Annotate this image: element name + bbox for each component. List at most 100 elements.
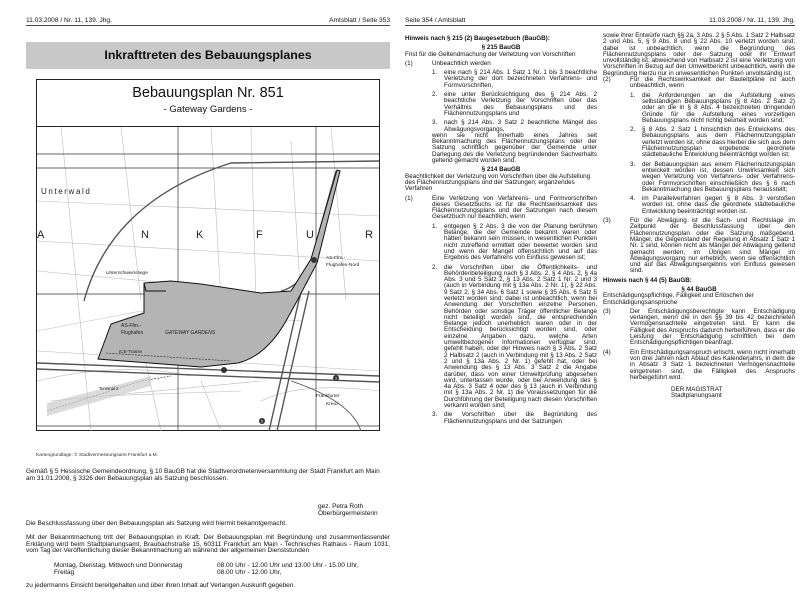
item-number: 2. bbox=[630, 126, 636, 134]
legal-paragraph: (4) Ein Entschädigungsanspruch erlischt, … bbox=[603, 348, 795, 381]
item-number: 3. bbox=[630, 160, 636, 168]
paragraph-text: Für die Abwägung ist die Sach- und Recht… bbox=[630, 217, 795, 275]
legal-column-2: sowie ihrer Entwürfe nach §§ 2a, 3 Abs. … bbox=[603, 32, 795, 400]
paragraph-text: Ein Entschädigungsanspruch erlischt, wen… bbox=[630, 348, 795, 381]
list-item: 1. entgegen § 2 Abs. 3 die von der Planun… bbox=[432, 222, 597, 262]
hours-time: 08.00 Uhr - 12.00 Uhr und 13.00 Uhr - 15… bbox=[217, 562, 359, 569]
map-streets bbox=[37, 127, 379, 431]
signature-line: Stadtplanungsamt bbox=[671, 392, 722, 400]
list-item: 3. die Vorschriften über die Begründung d… bbox=[432, 412, 597, 425]
list-item: 1. eine nach § 214 Abs. 1 Satz 1 Nr. 1 bi… bbox=[432, 70, 597, 89]
section-heading: Hinweis nach § 215 (2) Baugesetzbuch (Ba… bbox=[405, 35, 550, 42]
continued-text: sowie ihrer Entwürfe nach §§ 2a, 3 Abs. … bbox=[603, 32, 795, 77]
autobahn-markers: 3 5 bbox=[221, 257, 339, 424]
label-letter: F bbox=[256, 229, 263, 241]
paragraph-number: (3) bbox=[603, 217, 611, 225]
item-text: die Vorschriften über die Öffentlichkeit… bbox=[444, 263, 597, 410]
paragraph-subtitle: Beachtlichkeit der Verletzung von Vorsch… bbox=[405, 172, 591, 193]
section-title: Inkrafttreten des Bebauungsplanes bbox=[26, 42, 390, 69]
item-text: entgegen § 2 Abs. 3 die von der Planung … bbox=[444, 222, 597, 262]
paragraph-body: Unbeachtlich werden 1. eine nach § 214 Abs… bbox=[432, 59, 597, 165]
plan-subtitle: - Gateway Gardens - bbox=[163, 104, 253, 115]
legal-column-1: Hinweis nach § 215 (2) Baugesetzbuch (Ba… bbox=[405, 33, 597, 428]
paragraph-number: (3) bbox=[603, 307, 611, 315]
item-text: im Parallelverfahren gegen § 8 Abs. 3 ve… bbox=[642, 195, 795, 215]
map-caption: Kartengrundlage: © Stadtvermessungsamt F… bbox=[36, 453, 158, 458]
paragraph-subtitle: Entschädigungspflichtige, Fälligkeit und… bbox=[603, 292, 754, 306]
label-as: Flughafen bbox=[121, 330, 143, 336]
hours-days: Freitag bbox=[54, 568, 75, 576]
paragraph-body: Eine Verletzung von Verfahrens- und Form… bbox=[432, 194, 597, 425]
paragraph-text: Für die Rechtswirksamkeit der Bauleitplä… bbox=[630, 76, 795, 90]
header-date: 11.03.2008 / Nr. 11, 139. Jhg. bbox=[26, 17, 112, 24]
list-item: 4. im Parallelverfahren gegen § 8 Abs. 3 … bbox=[630, 195, 795, 215]
header-date: 11.03.2008 / Nr. 11, 139. Jhg. bbox=[709, 17, 795, 24]
announcement-paragraph: Die Beschlussfassung über den Bebauungsp… bbox=[26, 520, 287, 527]
label-as: AS-Ffm.- bbox=[121, 323, 141, 329]
legal-paragraph: (3) Für die Abwägung ist die Sach- und Re… bbox=[603, 217, 795, 275]
item-text: eine unter Berücksichtigung des § 214 Ab… bbox=[444, 91, 597, 117]
item-text: die Vorschriften über die Begründung des… bbox=[444, 411, 597, 425]
paragraph-title: § 214 BauGB bbox=[481, 166, 521, 174]
paragraph-body: Der Entschädigungsberechtigte kann Entsc… bbox=[630, 307, 795, 347]
section-heading: Hinweis nach § 44 (5) BauGB: bbox=[603, 276, 692, 284]
label-letter: U bbox=[306, 229, 314, 241]
signature: gez. Petra Roth Oberbürgermeisterin bbox=[318, 503, 378, 517]
paragraph-subtitle: Frist für die Geltendmachung der Verletz… bbox=[405, 50, 576, 58]
label-gateway-gardens: GATEWAY GARDENS bbox=[165, 330, 216, 336]
item-number: 4. bbox=[630, 195, 636, 203]
item-text: der Bebauungsplan aus einem Flächennutzu… bbox=[642, 160, 795, 193]
resolution-paragraph: Gemäß § 5 Hessische Gemeindeordnung, § 1… bbox=[26, 468, 380, 482]
legal-paragraph: (1) Eine Verletzung von Verfahrens- und F… bbox=[405, 194, 597, 425]
list-item: 3. der Bebauungsplan aus einem Flächennut… bbox=[630, 160, 795, 193]
legal-paragraph: (2) Für die Rechtswirksamkeit der Bauleit… bbox=[603, 76, 795, 215]
closing-paragraph: zu jedermanns Einsicht bereitgehalten un… bbox=[26, 582, 296, 589]
signature-line: DER MAGISTRAT bbox=[671, 386, 723, 394]
item-text: die Anforderungen an die Aufstellung ein… bbox=[642, 91, 795, 124]
paragraph-body: Für die Abwägung ist die Sach- und Recht… bbox=[630, 217, 795, 275]
paragraph-text: Unbeachtlich werden bbox=[432, 59, 491, 67]
page-header-right: Seite 354 / Amtsblatt 11.03.2008 / Nr. 1… bbox=[405, 17, 795, 26]
paragraph-closing: wenn sie nicht innerhalb eines Jahres se… bbox=[432, 131, 597, 165]
item-text: nach § 214 Abs. 3 Satz 2 beachtliche Män… bbox=[444, 119, 597, 133]
paragraph-title: § 215 BauGB bbox=[481, 44, 521, 52]
paragraph-text: Der Entschädigungsberechtigte kann Entsc… bbox=[630, 307, 795, 347]
terminal-area bbox=[47, 376, 151, 416]
label-as-nord: AS-Ffm.- bbox=[326, 255, 346, 261]
legal-paragraph: (1) Unbeachtlich werden 1. eine nach § 214 … bbox=[405, 59, 597, 165]
item-number: 3. bbox=[432, 411, 438, 419]
item-number: 1. bbox=[432, 222, 438, 230]
plan-figure: Bebauungsplan Nr. 851 - Gateway Gardens … bbox=[36, 79, 380, 431]
label-letter: K bbox=[196, 229, 204, 241]
item-number: 1. bbox=[432, 69, 438, 77]
autobahn-number: 5 bbox=[261, 419, 263, 423]
item-text: § 8 Abs. 2 Satz 1 hinsichtlich des Entwi… bbox=[642, 126, 795, 159]
list-item: 1. die Anforderungen an die Aufstellung e… bbox=[630, 91, 795, 124]
paragraph-text: Eine Verletzung von Verfahrens- und Form… bbox=[432, 194, 597, 221]
signature-name: gez. Petra Roth bbox=[318, 503, 364, 510]
signature-title: Oberbürgermeisterin bbox=[318, 509, 378, 517]
plan-area-polygon bbox=[97, 169, 341, 368]
item-number: 3. bbox=[432, 119, 438, 127]
label-ice-trasse: ICE-Trasse bbox=[119, 349, 143, 354]
label-unterschweinstiege: Unterschweinstiege bbox=[106, 270, 148, 276]
item-number: 2. bbox=[432, 91, 438, 99]
inspection-paragraph: Mit der Bekanntmachung tritt der Bebauun… bbox=[26, 534, 390, 555]
list-item: 2. eine unter Berücksichtigung des § 214 … bbox=[432, 91, 597, 117]
paragraph-number: (1) bbox=[405, 59, 413, 67]
list-item: 2. die Vorschriften über die Öffentlichke… bbox=[432, 263, 597, 410]
list-item: 2. § 8 Abs. 2 Satz 1 hinsichtlich des Ent… bbox=[630, 126, 795, 159]
signature-block: DER MAGISTRAT Stadtplanungsamt bbox=[671, 386, 795, 400]
map-grid bbox=[37, 127, 379, 431]
label-kreuz: Kreuz bbox=[326, 401, 339, 407]
paragraph-number: (2) bbox=[603, 76, 611, 84]
paragraph-number: (1) bbox=[405, 194, 413, 202]
paragraph-title: § 44 BauGB bbox=[681, 285, 717, 293]
label-letter: A bbox=[37, 229, 45, 241]
item-number: 1. bbox=[630, 91, 636, 99]
paragraph-number: (4) bbox=[603, 348, 611, 356]
page-header-left: 11.03.2008 / Nr. 11, 139. Jhg. Amtsblatt… bbox=[26, 17, 390, 26]
list-item: 3. nach § 214 Abs. 3 Satz 2 beachtliche M… bbox=[432, 120, 597, 133]
autobahn-number: 3 bbox=[335, 376, 337, 380]
header-page: Amtsblatt / Seite 353 bbox=[329, 17, 390, 24]
